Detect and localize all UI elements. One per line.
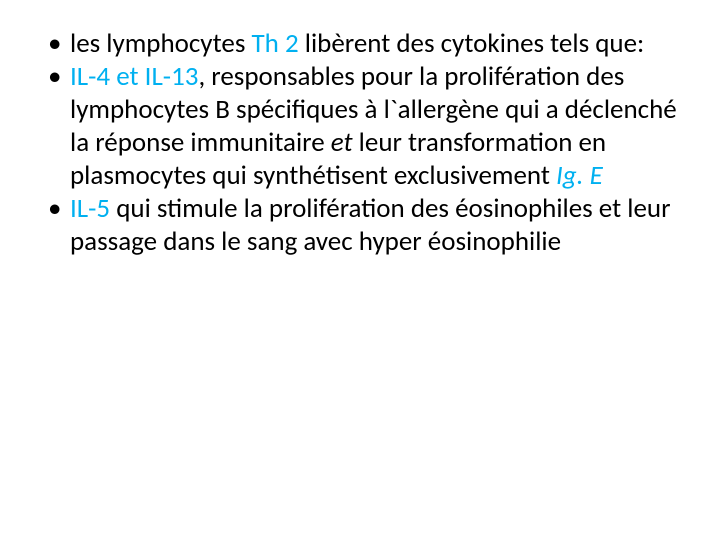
text-segment: libèrent des cytokines tels que:	[305, 27, 645, 60]
accent-text: IL-5	[70, 192, 110, 225]
list-item: IL-4 et IL-13, responsables pour la prol…	[42, 61, 678, 193]
slide: les lymphocytes Th 2 libèrent des cytoki…	[0, 0, 720, 540]
accent-text: IL-4 et IL-13	[70, 60, 198, 93]
list-item: les lymphocytes Th 2 libèrent des cytoki…	[42, 28, 678, 61]
text-segment: qui stimule la prolifération des éosinop…	[70, 192, 670, 258]
list-item: IL-5 qui stimule la prolifération des éo…	[42, 193, 678, 259]
accent-text: Ig. E	[556, 159, 603, 192]
text-segment: les lymphocytes	[70, 27, 252, 60]
bullet-list: les lymphocytes Th 2 libèrent des cytoki…	[42, 28, 678, 259]
accent-text: Th 2	[252, 27, 305, 60]
italic-text: et	[331, 126, 353, 159]
